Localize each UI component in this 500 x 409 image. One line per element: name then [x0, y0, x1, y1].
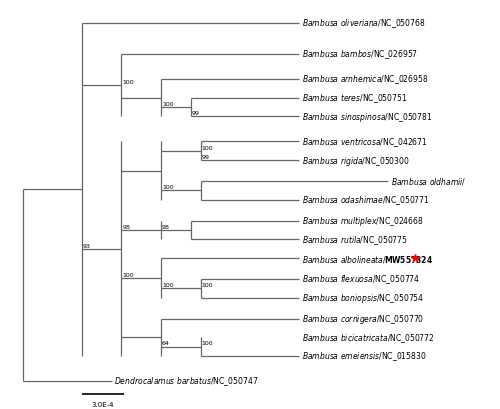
- Text: 99: 99: [202, 155, 209, 160]
- Text: 99: 99: [192, 111, 200, 116]
- Text: $\it{Bambusa\ flexuosa}$/NC_050774: $\it{Bambusa\ flexuosa}$/NC_050774: [302, 273, 420, 285]
- Text: $\it{Bambusa\ odashimae}$/NC_050771: $\it{Bambusa\ odashimae}$/NC_050771: [302, 194, 430, 207]
- Text: $\it{Bambusa\ ventricosa}$/NC_042671: $\it{Bambusa\ ventricosa}$/NC_042671: [302, 136, 428, 148]
- Text: 64: 64: [162, 340, 170, 345]
- Text: $\it{Bambusa\ boniopsis}$/NC_050754: $\it{Bambusa\ boniopsis}$/NC_050754: [302, 292, 424, 304]
- Text: $\it{Dendrocalamus\ barbatus}$/NC_050747: $\it{Dendrocalamus\ barbatus}$/NC_050747: [114, 375, 258, 387]
- Text: 98: 98: [162, 225, 170, 229]
- Text: $\it{Bambusa\ teres}$/NC_050751: $\it{Bambusa\ teres}$/NC_050751: [302, 92, 408, 105]
- Text: 100: 100: [162, 185, 173, 190]
- Text: $\it{Bambusa\ rigida}$/NC_050300: $\it{Bambusa\ rigida}$/NC_050300: [302, 154, 410, 167]
- Text: $\it{Bambusa\ multiplex}$/NC_024668: $\it{Bambusa\ multiplex}$/NC_024668: [302, 215, 424, 227]
- Text: $\it{Bambusa\ arnhemica}$/NC_026958: $\it{Bambusa\ arnhemica}$/NC_026958: [302, 73, 428, 86]
- Text: $\it{Bambusa\ oldhamii}$/: $\it{Bambusa\ oldhamii}$/: [391, 176, 466, 187]
- Text: 100: 100: [162, 102, 173, 107]
- Text: 100: 100: [122, 272, 134, 277]
- Text: 93: 93: [83, 243, 91, 248]
- Text: 100: 100: [162, 283, 173, 288]
- Text: 3.0E-4: 3.0E-4: [92, 401, 114, 407]
- Text: 98: 98: [122, 225, 130, 229]
- Text: 100: 100: [202, 283, 213, 288]
- Text: 100: 100: [122, 80, 134, 85]
- Text: 100: 100: [202, 340, 213, 345]
- Text: 100: 100: [202, 145, 213, 151]
- Text: $\mathbf{MW557324}$: $\mathbf{MW557324}$: [384, 253, 432, 264]
- Text: $\it{Bambusa\ sinospinosa}$/NC_050781: $\it{Bambusa\ sinospinosa}$/NC_050781: [302, 110, 432, 124]
- Text: $\it{Bambusa\ oliveriana}$/NC_050768: $\it{Bambusa\ oliveriana}$/NC_050768: [302, 17, 426, 30]
- Text: $\it{Bambusa\ rutila}$/NC_050775: $\it{Bambusa\ rutila}$/NC_050775: [302, 234, 408, 246]
- Text: $\it{Bambusa\ emeiensis}$/NC_015830: $\it{Bambusa\ emeiensis}$/NC_015830: [302, 350, 426, 362]
- Text: $\it{Bambusa\ bicicatricata}$/NC_050772: $\it{Bambusa\ bicicatricata}$/NC_050772: [302, 331, 434, 344]
- Text: $\it{Bambusa\ bambos}$/NC_026957: $\it{Bambusa\ bambos}$/NC_026957: [302, 48, 418, 61]
- Text: $\it{Bambusa\ cornigera}$/NC_050770: $\it{Bambusa\ cornigera}$/NC_050770: [302, 312, 424, 325]
- Text: $\it{Bambusa\ albolineata}$/: $\it{Bambusa\ albolineata}$/: [302, 253, 387, 264]
